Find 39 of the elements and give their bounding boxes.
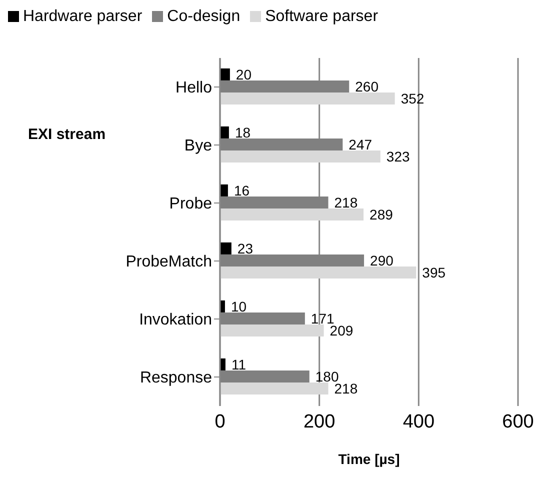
x-axis-title: Time [µs]: [338, 451, 400, 467]
data-label: 218: [334, 194, 358, 210]
data-label: 395: [422, 264, 446, 280]
x-tick-label: 200: [303, 411, 336, 432]
y-tick-label: Response: [140, 370, 212, 387]
data-label: 260: [355, 78, 379, 94]
x-tick-label: 600: [502, 411, 534, 432]
y-tick-label: Invokation: [139, 312, 212, 329]
bar: [220, 208, 364, 220]
data-label: 290: [370, 252, 394, 268]
legend-label: Hardware parser: [23, 8, 142, 25]
legend-label: Software parser: [265, 8, 378, 25]
data-label: 323: [386, 148, 410, 164]
data-label: 10: [230, 298, 247, 314]
bar: [220, 266, 416, 278]
data-label: 20: [236, 66, 252, 82]
data-label: 18: [234, 124, 251, 140]
bar: [220, 68, 230, 80]
x-tick-label: 0: [214, 411, 226, 432]
data-label: 289: [370, 206, 394, 222]
data-label: 352: [400, 90, 424, 106]
data-label: 16: [234, 182, 250, 198]
data-label: 180: [315, 368, 339, 384]
data-label: 247: [348, 136, 372, 152]
data-label: 23: [237, 240, 254, 256]
bar: [220, 150, 380, 162]
data-label: 11: [231, 356, 246, 372]
bar: [220, 242, 232, 254]
y-tick-label: Hello: [176, 80, 212, 97]
bar: [220, 92, 395, 104]
bar: [220, 126, 229, 138]
bar: [220, 324, 324, 336]
bar: [220, 382, 328, 394]
y-tick-label: ProbeMatch: [126, 254, 212, 271]
legend-label: Co-design: [167, 8, 240, 25]
y-axis-title: EXI stream: [28, 126, 106, 143]
y-tick-label: Probe: [169, 196, 212, 213]
y-tick-label: Bye: [184, 138, 212, 155]
x-tick-label: 400: [402, 411, 435, 432]
